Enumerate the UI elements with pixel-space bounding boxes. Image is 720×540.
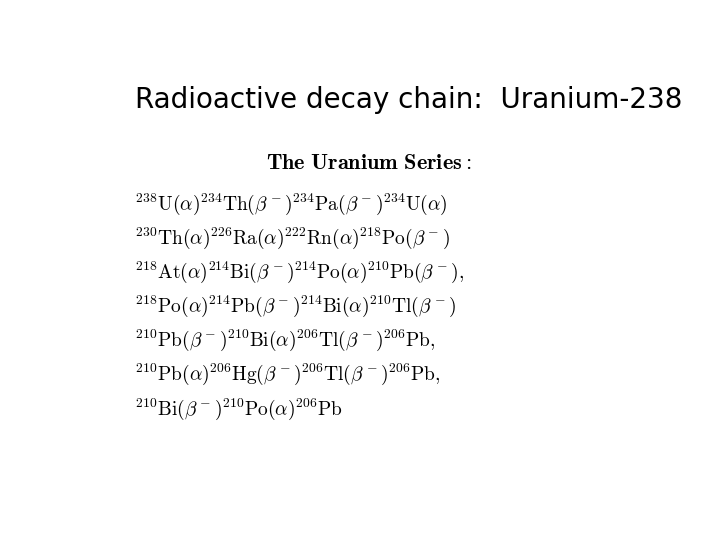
Text: $^{238}\mathrm{U}(\alpha)^{234}\mathrm{Th}(\beta^-)^{234}\mathrm{Pa}(\beta^-)^{2: $^{238}\mathrm{U}(\alpha)^{234}\mathrm{T…: [135, 192, 447, 217]
Text: $^{210}\mathrm{Pb}(\alpha)^{206}\mathrm{Hg}(\beta^-)^{206}\mathrm{Tl}(\beta^-)^{: $^{210}\mathrm{Pb}(\alpha)^{206}\mathrm{…: [135, 362, 440, 388]
Text: $^{210}\mathrm{Pb}(\beta^-)^{210}\mathrm{Bi}(\alpha)^{206}\mathrm{Tl}(\beta^-)^{: $^{210}\mathrm{Pb}(\beta^-)^{210}\mathrm…: [135, 328, 435, 353]
Text: $^{218}\mathrm{At}(\alpha)^{214}\mathrm{Bi}(\beta^-)^{214}\mathrm{Po}(\alpha)^{2: $^{218}\mathrm{At}(\alpha)^{214}\mathrm{…: [135, 260, 464, 285]
Text: $^{218}\mathrm{Po}(\alpha)^{214}\mathrm{Pb}(\beta^-)^{214}\mathrm{Bi}(\alpha)^{2: $^{218}\mathrm{Po}(\alpha)^{214}\mathrm{…: [135, 294, 456, 319]
Text: $^{230}\mathrm{Th}(\alpha)^{226}\mathrm{Ra}(\alpha)^{222}\mathrm{Rn}(\alpha)^{21: $^{230}\mathrm{Th}(\alpha)^{226}\mathrm{…: [135, 226, 449, 251]
Text: Radioactive decay chain:  Uranium-238: Radioactive decay chain: Uranium-238: [135, 85, 682, 113]
Text: $\mathbf{The\ Uranium\ Series:}$: $\mathbf{The\ Uranium\ Series:}$: [266, 152, 472, 174]
Text: $^{210}\mathrm{Bi}(\beta^-)^{210}\mathrm{Po}(\alpha)^{206}\mathrm{Pb}$: $^{210}\mathrm{Bi}(\beta^-)^{210}\mathrm…: [135, 396, 342, 422]
